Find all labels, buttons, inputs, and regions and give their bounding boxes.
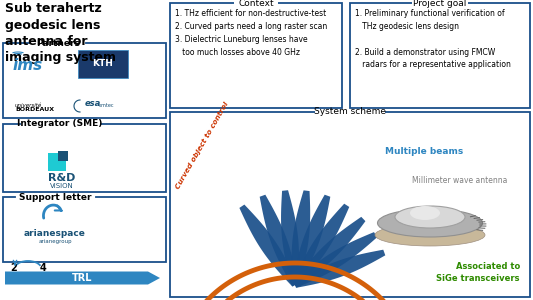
Text: R&D: R&D bbox=[49, 173, 76, 183]
Polygon shape bbox=[260, 195, 298, 286]
Text: VISION: VISION bbox=[50, 183, 74, 189]
Text: System scheme: System scheme bbox=[314, 107, 386, 116]
Polygon shape bbox=[292, 195, 330, 286]
Polygon shape bbox=[281, 190, 299, 285]
Text: Millimeter wave antenna: Millimeter wave antenna bbox=[413, 176, 508, 185]
Text: Context: Context bbox=[238, 0, 274, 2]
FancyBboxPatch shape bbox=[3, 124, 166, 192]
Text: arianespace: arianespace bbox=[24, 230, 86, 238]
Text: emtec: emtec bbox=[99, 103, 115, 108]
Ellipse shape bbox=[410, 206, 440, 220]
Polygon shape bbox=[293, 217, 366, 287]
Text: ims: ims bbox=[13, 58, 43, 73]
Text: Curved object to control: Curved object to control bbox=[174, 100, 230, 190]
FancyBboxPatch shape bbox=[3, 197, 166, 262]
Text: Sub terahertz
geodesic lens
antenna for
imaging system: Sub terahertz geodesic lens antenna for … bbox=[5, 2, 116, 64]
Text: Partners: Partners bbox=[36, 38, 80, 47]
Text: 1. THz efficient for non-destructive-test
2. Curved parts need a long raster sca: 1. THz efficient for non-destructive-tes… bbox=[175, 9, 327, 56]
Ellipse shape bbox=[377, 209, 482, 237]
FancyBboxPatch shape bbox=[58, 151, 68, 161]
Text: arianegroup: arianegroup bbox=[38, 239, 72, 244]
Text: 1. Preliminary functional verification of
   THz geodesic lens design

2. Build : 1. Preliminary functional verification o… bbox=[355, 9, 511, 69]
Polygon shape bbox=[293, 204, 349, 286]
FancyArrow shape bbox=[5, 272, 160, 284]
Text: université: université bbox=[15, 103, 42, 108]
Text: Multiple beams: Multiple beams bbox=[385, 148, 463, 157]
Text: Project goal: Project goal bbox=[413, 0, 467, 8]
FancyBboxPatch shape bbox=[170, 112, 530, 297]
Text: Support letter: Support letter bbox=[19, 193, 91, 202]
Text: Integrator (SME): Integrator (SME) bbox=[17, 119, 103, 128]
FancyBboxPatch shape bbox=[48, 153, 66, 171]
Ellipse shape bbox=[375, 224, 485, 246]
Polygon shape bbox=[294, 250, 385, 288]
Ellipse shape bbox=[395, 206, 465, 228]
Text: Context: Context bbox=[238, 0, 274, 8]
FancyBboxPatch shape bbox=[350, 3, 530, 108]
Polygon shape bbox=[239, 205, 297, 287]
Text: 2: 2 bbox=[11, 263, 18, 273]
Polygon shape bbox=[293, 232, 377, 287]
Text: TRL: TRL bbox=[72, 273, 92, 283]
Text: Associated to
SiGe transceivers: Associated to SiGe transceivers bbox=[437, 262, 520, 283]
FancyBboxPatch shape bbox=[170, 3, 342, 108]
Text: 4: 4 bbox=[39, 263, 46, 273]
Text: BORDEAUX: BORDEAUX bbox=[15, 107, 54, 112]
Text: KTH: KTH bbox=[93, 59, 114, 68]
FancyBboxPatch shape bbox=[78, 50, 128, 78]
Text: esa: esa bbox=[85, 99, 101, 108]
Polygon shape bbox=[292, 190, 310, 285]
FancyBboxPatch shape bbox=[3, 43, 166, 118]
